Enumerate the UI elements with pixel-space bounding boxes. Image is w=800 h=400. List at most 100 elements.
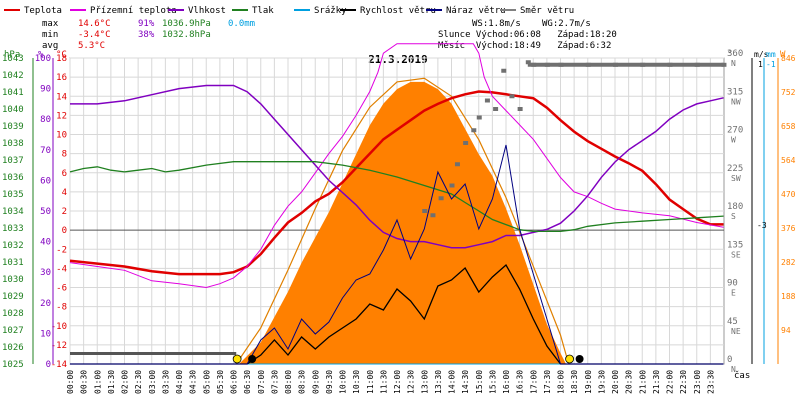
time-tick-label: 16:00 <box>502 370 511 394</box>
axis-header-cas: čas <box>734 370 750 381</box>
time-tick-label: 18:30 <box>570 370 579 394</box>
time-tick-label: 00:30 <box>80 370 89 394</box>
time-tick-label: 06:00 <box>230 370 239 394</box>
time-tick-label: 07:00 <box>257 370 266 394</box>
time-tick-label: 23:00 <box>693 370 702 394</box>
temperature-tick-label: 0 <box>62 226 67 236</box>
wind-dir-point <box>501 68 507 73</box>
humidity-tick-label: 90 <box>40 85 51 95</box>
temperature-tick-label: -4 <box>56 264 67 274</box>
time-tick-label: 01:30 <box>107 370 116 394</box>
humidity-tick-label: 10 <box>40 329 51 339</box>
stats-min-press: 1032.8hPa <box>162 30 211 40</box>
wind-dir-compass-label: NW <box>731 97 741 106</box>
temperature-tick-label: -8 <box>56 303 67 313</box>
wind-dir-point <box>509 94 515 99</box>
wind-dir-point <box>484 98 490 103</box>
wind-dir-point <box>525 60 531 65</box>
stats-min-label: min <box>42 30 58 40</box>
pressure-tick-label: 1025 <box>2 360 24 370</box>
pressure-tick-label: 1035 <box>2 190 24 200</box>
pressure-tick-label: 1043 <box>2 54 24 64</box>
legend-label-5: Rychlost větru <box>360 6 436 16</box>
time-tick-label: 01:00 <box>93 370 102 394</box>
wind-dir-compass-label: E <box>731 289 736 298</box>
solar-radiation-area <box>238 81 566 365</box>
series-temp-line <box>69 90 724 276</box>
temperature-tick-label: -2 <box>56 245 67 255</box>
chart-date-title: 21.3.2019 <box>368 53 428 66</box>
pressure-tick-label: 1037 <box>2 156 24 166</box>
wind-dir-point <box>476 115 482 120</box>
time-axis: 00:00 00:30 01:00 01:30 02:00 02:30 03:00 03:30… <box>66 370 715 394</box>
legend-label-7: Směr větru <box>520 6 574 16</box>
time-tick-label: 21:30 <box>652 370 661 394</box>
wind-tick-label: 1 <box>758 60 763 69</box>
legend-label-0: Teplota <box>24 6 62 16</box>
series-gust-line <box>70 144 724 365</box>
time-tick-label: 15:00 <box>475 370 484 394</box>
humidity-tick-label: 20 <box>40 299 51 309</box>
time-tick-label: 09:00 <box>311 370 320 394</box>
solar-tick-label: 564 <box>781 156 796 165</box>
time-tick-label: 17:00 <box>529 370 538 394</box>
pressure-tick-label: 1027 <box>2 326 24 336</box>
temperature-tick-label: 18 <box>56 54 67 64</box>
wind-dir-compass-label: W <box>731 136 736 145</box>
wind-dir-tick-label: 315 <box>727 87 743 97</box>
time-tick-label: 08:00 <box>284 370 293 394</box>
temperature-tick-label: 14 <box>56 92 67 102</box>
temperature-tick-label: -14 <box>51 360 67 370</box>
time-tick-label: 14:00 <box>448 370 457 394</box>
stats-max-hum: 91% <box>138 19 155 29</box>
time-tick-label: 13:00 <box>420 370 429 394</box>
time-tick-label: 00:00 <box>66 370 75 394</box>
axis-header-w: W <box>780 50 786 60</box>
time-tick-label: 22:30 <box>679 370 688 394</box>
series-hum-line <box>70 84 724 249</box>
humidity-tick-label: 80 <box>40 115 51 125</box>
time-tick-label: 17:30 <box>543 370 552 394</box>
wind-dir-compass-label: SE <box>731 250 741 259</box>
wind-dir-point <box>463 141 469 145</box>
pressure-tick-label: 1034 <box>2 207 24 217</box>
sunrise-marker <box>232 354 242 364</box>
solar-tick-label: 94 <box>781 326 791 335</box>
wind-dir-point <box>422 209 428 213</box>
temperature-tick-label: 10 <box>56 131 67 141</box>
axis-header-ms: m/s <box>754 50 769 59</box>
legend-label-6: Náraz větru <box>446 6 506 16</box>
pressure-tick-label: 1042 <box>2 71 24 81</box>
stats-block: max 14.6°C 91% 1036.9hPa 0.0mm min -3.4°… <box>42 19 617 51</box>
temperature-tick-label: -6 <box>56 284 67 294</box>
wind-dir-tick-label: 0 <box>727 355 732 365</box>
time-tick-label: 03:30 <box>161 370 170 394</box>
stats-ws: WS:1.8m/s <box>472 19 521 29</box>
wind-dir-point <box>493 107 499 111</box>
stats-avg-label: avg <box>42 41 58 51</box>
legend-label-3: Tlak <box>252 6 274 16</box>
stats-wg: WG:2.7m/s <box>542 19 591 29</box>
pressure-tick-label: 1030 <box>2 275 24 285</box>
time-tick-label: 11:30 <box>379 370 388 394</box>
pressure-tick-label: 1036 <box>2 173 24 183</box>
legend-label-2: Vlhkost <box>188 6 226 16</box>
wind-dir-tick-label: 135 <box>727 240 743 250</box>
pressure-tick-label: 1031 <box>2 258 24 268</box>
time-tick-label: 14:30 <box>461 370 470 394</box>
time-tick-label: 02:00 <box>121 370 130 394</box>
wind-dir-tick-label: 45 <box>727 317 738 327</box>
time-tick-label: 20:00 <box>611 370 620 394</box>
time-tick-label: 05:30 <box>216 370 225 394</box>
legend-label-1: Přízemní teplota <box>90 6 177 16</box>
series-press-line <box>69 161 724 233</box>
moonset-marker <box>248 355 257 363</box>
solar-tick-label: 658 <box>781 122 796 131</box>
time-tick-label: 10:00 <box>339 370 348 394</box>
humidity-tick-label: 30 <box>40 268 51 278</box>
solar-tick-label: 846 <box>781 54 796 63</box>
humidity-tick-label: 60 <box>40 176 51 186</box>
sunset-marker <box>565 354 574 364</box>
temperature-tick-label: 4 <box>62 188 67 198</box>
